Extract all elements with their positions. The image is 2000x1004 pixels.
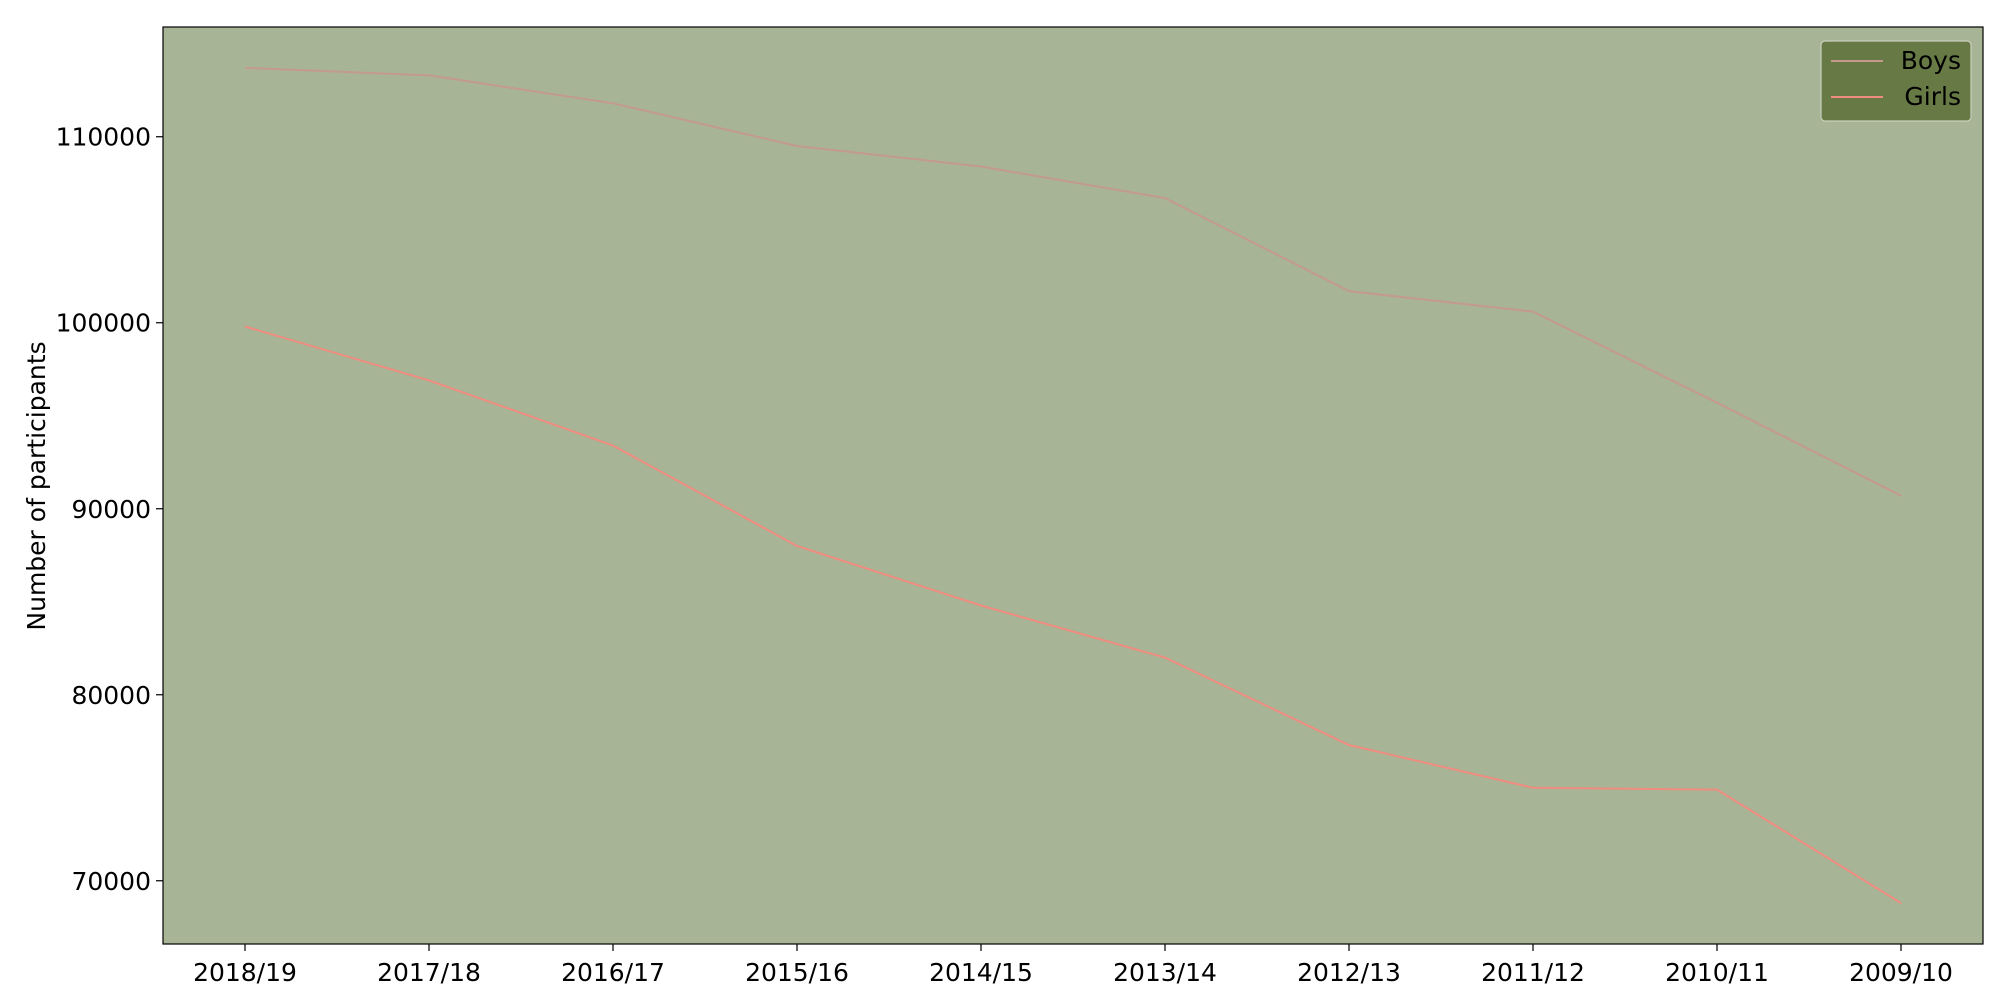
y-axis-label: Number of participants [22, 341, 51, 630]
x-tick-label: 2012/13 [1297, 958, 1401, 987]
series-layer [244, 66, 1902, 904]
legend-label-boys: Boys [1901, 46, 1961, 75]
x-tick-label: 2018/19 [193, 958, 297, 987]
x-axis: 2018/19 2017/18 2016/17 2015/16 2014/15 2013/… [193, 944, 1953, 987]
x-tick-label: 2014/15 [929, 958, 1033, 987]
series-line-boys [244, 66, 1902, 497]
y-axis: 70000 80000 90000 100000 110000 [56, 123, 163, 896]
x-tick-label: 2011/12 [1481, 958, 1585, 987]
x-tick-label: 2017/18 [377, 958, 481, 987]
legend: Boys Girls [1820, 40, 1972, 122]
plot-area [162, 26, 1984, 945]
x-tick-label: 2016/17 [561, 958, 665, 987]
legend-label-girls: Girls [1904, 82, 1961, 111]
x-tick-label: 2009/10 [1849, 958, 1953, 987]
x-tick-label: 2015/16 [745, 958, 849, 987]
y-tick-label: 90000 [71, 495, 151, 524]
y-tick-label: 110000 [56, 123, 151, 152]
x-tick-label: 2010/11 [1665, 958, 1769, 987]
y-tick-label: 70000 [71, 867, 151, 896]
y-tick-label: 100000 [56, 309, 151, 338]
series-line-girls [244, 325, 1902, 904]
x-tick-label: 2013/14 [1113, 958, 1217, 987]
y-tick-label: 80000 [71, 681, 151, 710]
